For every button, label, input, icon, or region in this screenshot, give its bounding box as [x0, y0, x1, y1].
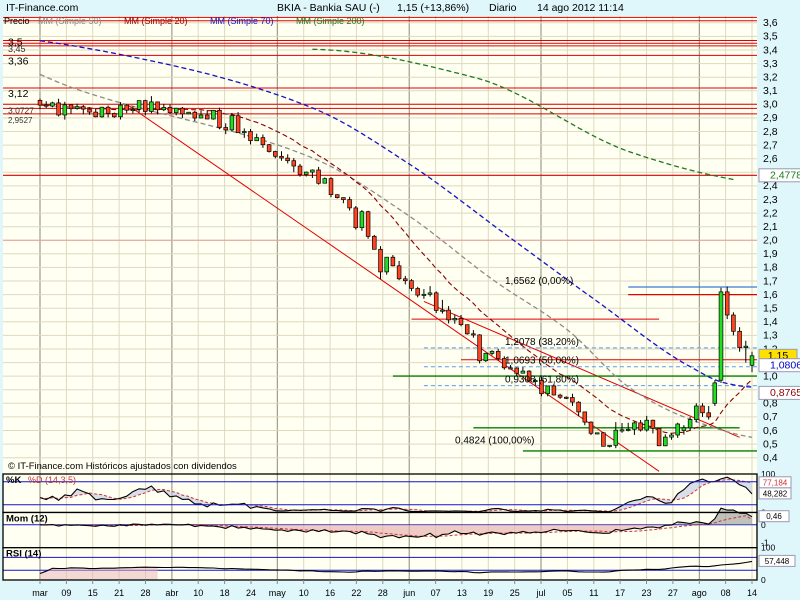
svg-text:09: 09: [61, 588, 71, 598]
svg-text:RSI (14): RSI (14): [6, 549, 41, 560]
svg-text:3,5: 3,5: [763, 31, 778, 43]
svg-text:14: 14: [747, 588, 757, 598]
svg-text:21: 21: [114, 588, 124, 598]
svg-text:jun: jun: [402, 588, 415, 598]
svg-text:1,6562 (0,00%): 1,6562 (0,00%): [505, 276, 573, 287]
svg-text:10: 10: [193, 588, 203, 598]
svg-text:2,1: 2,1: [763, 221, 778, 233]
svg-text:13: 13: [457, 588, 467, 598]
svg-text:1,2078 (38,20%): 1,2078 (38,20%): [505, 337, 579, 348]
svg-text:2,0: 2,0: [763, 235, 778, 247]
svg-text:1,4: 1,4: [763, 316, 778, 328]
svg-text:3,4: 3,4: [763, 44, 778, 56]
svg-text:07: 07: [431, 588, 441, 598]
svg-text:77,184: 77,184: [763, 478, 788, 487]
svg-text:18: 18: [220, 588, 230, 598]
svg-text:jul: jul: [535, 588, 545, 598]
svg-text:1,0693 (50,00%): 1,0693 (50,00%): [505, 356, 579, 367]
svg-text:25: 25: [510, 588, 520, 598]
svg-text:0,4824 (100,00%): 0,4824 (100,00%): [455, 436, 535, 447]
svg-text:0,7: 0,7: [763, 411, 778, 423]
svg-text:48,282: 48,282: [763, 489, 788, 498]
svg-text:IT-Finance.com: IT-Finance.com: [6, 2, 79, 14]
svg-text:Precio: Precio: [4, 16, 30, 26]
svg-text:3,6: 3,6: [763, 17, 778, 29]
svg-text:10: 10: [299, 588, 309, 598]
svg-text:1,0806: 1,0806: [770, 360, 800, 372]
svg-text:2,8: 2,8: [763, 126, 778, 138]
svg-text:0: 0: [761, 575, 766, 585]
svg-text:0,5: 0,5: [763, 438, 778, 450]
svg-text:05: 05: [562, 588, 572, 598]
svg-text:MM (Simple 50): MM (Simple 50): [38, 16, 102, 26]
svg-text:ago: ago: [692, 588, 707, 598]
svg-text:2,2: 2,2: [763, 207, 778, 219]
svg-text:1,7: 1,7: [763, 275, 778, 287]
svg-text:22: 22: [351, 588, 361, 598]
svg-text:1,3: 1,3: [763, 330, 778, 342]
svg-text:BKIA - Bankia SAU (-): BKIA - Bankia SAU (-): [277, 2, 380, 14]
svg-text:08: 08: [721, 588, 731, 598]
svg-text:3,3: 3,3: [763, 58, 778, 70]
svg-text:3,36: 3,36: [8, 55, 29, 67]
svg-text:2,9: 2,9: [763, 112, 778, 124]
svg-text:0,9308 (61,80%): 0,9308 (61,80%): [505, 375, 579, 386]
svg-text:may: may: [269, 588, 287, 598]
svg-text:2,3: 2,3: [763, 194, 778, 206]
svg-text:11: 11: [589, 588, 598, 598]
svg-text:MM (Simple 20): MM (Simple 20): [124, 16, 188, 26]
svg-text:28: 28: [140, 588, 150, 598]
svg-text:MM (Simple 200): MM (Simple 200): [296, 16, 365, 26]
svg-text:57,448: 57,448: [765, 557, 790, 566]
svg-text:0,46: 0,46: [766, 512, 782, 521]
svg-text:0,8765: 0,8765: [770, 387, 800, 399]
svg-text:14 ago 2012 11:14: 14 ago 2012 11:14: [537, 2, 624, 14]
svg-text:1,5: 1,5: [763, 303, 778, 315]
svg-text:0,6: 0,6: [763, 425, 778, 437]
svg-text:3,0: 3,0: [763, 99, 778, 111]
svg-text:3,1: 3,1: [763, 85, 778, 97]
svg-text:1,15 (+13,86%): 1,15 (+13,86%): [397, 2, 469, 14]
svg-text:2,4778: 2,4778: [770, 170, 800, 182]
svg-text:28: 28: [378, 588, 388, 598]
svg-text:%K: %K: [6, 475, 21, 486]
svg-text:19: 19: [483, 588, 493, 598]
svg-text:27: 27: [668, 588, 678, 598]
svg-text:Mom (12): Mom (12): [6, 514, 48, 525]
svg-text:1,6: 1,6: [763, 289, 778, 301]
svg-text:MM (Simple 70): MM (Simple 70): [210, 16, 274, 26]
svg-text:100: 100: [761, 543, 775, 553]
svg-text:2,9527: 2,9527: [8, 116, 33, 125]
svg-text:17: 17: [615, 588, 625, 598]
svg-text:3,45: 3,45: [8, 44, 26, 54]
svg-text:2,7: 2,7: [763, 139, 778, 151]
svg-text:24: 24: [246, 588, 256, 598]
svg-text:3,2: 3,2: [763, 72, 778, 84]
svg-text:2,6: 2,6: [763, 153, 778, 165]
svg-text:3,12: 3,12: [8, 88, 29, 100]
svg-text:23: 23: [641, 588, 651, 598]
svg-text:© IT-Finance.com Históricos a: © IT-Finance.com Históricos ajustados co…: [8, 461, 237, 472]
svg-text:16: 16: [325, 588, 335, 598]
svg-text:15: 15: [88, 588, 98, 598]
svg-text:Diario: Diario: [489, 2, 517, 14]
svg-text:%D (14,3,5): %D (14,3,5): [28, 475, 76, 485]
svg-text:3,0727: 3,0727: [8, 105, 34, 115]
svg-text:mar: mar: [32, 588, 48, 598]
svg-text:1,9: 1,9: [763, 248, 778, 260]
svg-text:abr: abr: [165, 588, 178, 598]
svg-text:1,8: 1,8: [763, 262, 778, 274]
svg-text:0,4: 0,4: [763, 452, 778, 464]
